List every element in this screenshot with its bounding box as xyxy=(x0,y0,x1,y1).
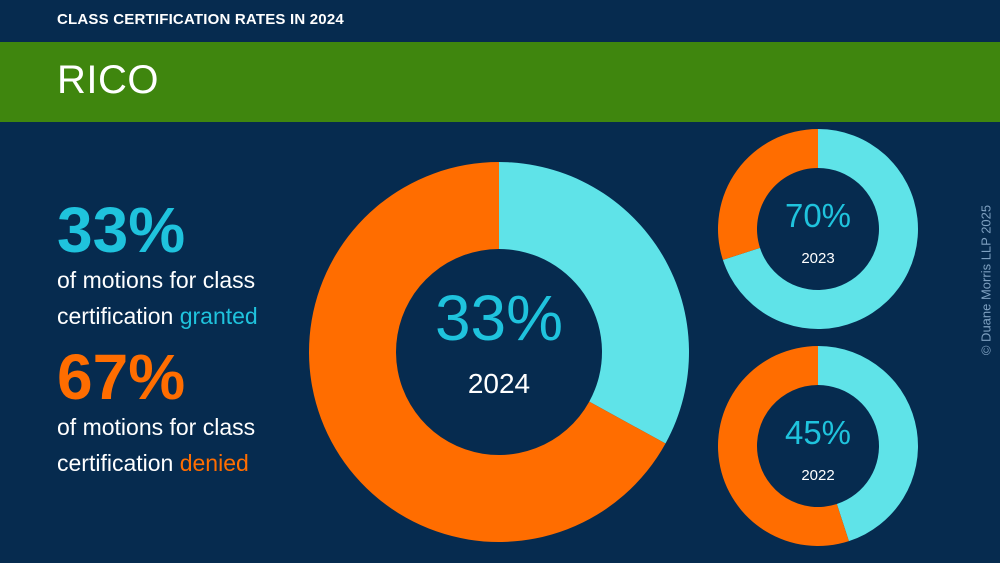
donut-chart-2024: 33% 2024 xyxy=(309,162,690,542)
denied-highlight: denied xyxy=(179,450,249,476)
granted-stat: 33% of motions for class certification g… xyxy=(57,198,317,334)
donut-chart-2022: 45% 2022 xyxy=(717,346,918,546)
top-bar: CLASS CERTIFICATION RATES IN 2024 xyxy=(0,0,1000,42)
donut-center-value-2023: 70% xyxy=(785,197,851,234)
donut-year-label-2023: 2023 xyxy=(801,250,834,267)
slice-granted-2022 xyxy=(818,346,918,542)
granted-highlight: granted xyxy=(179,303,258,329)
page-title: RICO xyxy=(57,58,159,102)
slice-granted-2024 xyxy=(499,162,690,444)
donut-center-value-2022: 45% xyxy=(785,414,851,451)
slice-denied-2023 xyxy=(718,129,818,260)
page-kicker: CLASS CERTIFICATION RATES IN 2024 xyxy=(57,11,344,28)
denied-description: of motions for class certification denie… xyxy=(57,409,317,481)
donut-year-label-2022: 2022 xyxy=(801,467,834,484)
donut-chart-2023: 70% 2023 xyxy=(718,129,919,329)
slice-granted-2023 xyxy=(722,129,919,329)
granted-value: 33% xyxy=(57,194,186,266)
denied-desc-prefix: certification xyxy=(57,450,174,476)
slice-denied-2024 xyxy=(309,162,666,542)
granted-description: of motions for class certification grant… xyxy=(57,262,317,334)
denied-desc-line1: of motions for class xyxy=(57,414,256,440)
title-banner: RICO xyxy=(0,42,1000,122)
copyright-text: © Duane Morris LLP 2025 xyxy=(978,204,994,356)
donut-year-label-2024: 2024 xyxy=(468,368,530,399)
denied-stat: 67% of motions for class certification d… xyxy=(57,345,317,481)
slice-denied-2022 xyxy=(717,346,849,546)
granted-desc-prefix: certification xyxy=(57,303,174,329)
granted-desc-line1: of motions for class xyxy=(57,267,256,293)
denied-value: 67% xyxy=(57,341,186,413)
donut-center-value-2024: 33% xyxy=(435,282,563,354)
